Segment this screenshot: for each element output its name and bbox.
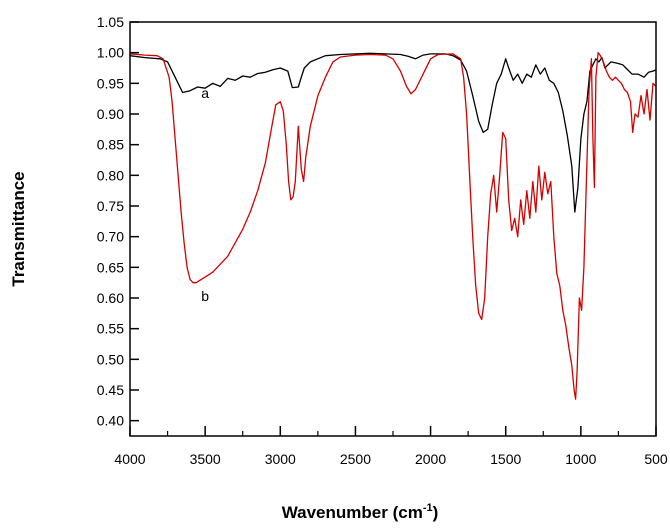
y-tick-label: 0.90 <box>97 106 124 122</box>
x-tick-label: 1500 <box>490 451 521 467</box>
series-label-a: a <box>201 85 209 101</box>
x-tick-label: 3500 <box>190 451 221 467</box>
y-tick-label: 0.55 <box>97 321 124 337</box>
series-labels: ab <box>201 85 209 304</box>
x-axis-title: Wavenumber (cm-1) <box>282 502 439 522</box>
y-axis-title: Transmittance <box>9 171 28 286</box>
plot-frame <box>129 21 657 437</box>
axis-ticks <box>129 21 657 436</box>
x-tick-label: 500 <box>644 451 668 467</box>
y-tick-label: 0.70 <box>97 229 124 245</box>
y-tick-label: 0.60 <box>97 290 124 306</box>
x-axis-title-sup: -1 <box>423 502 433 514</box>
y-tick-label: 0.40 <box>97 413 124 429</box>
y-tick-label: 0.50 <box>97 351 124 367</box>
series-label-b: b <box>201 288 209 304</box>
x-axis-title-close: ) <box>433 503 439 522</box>
x-axis-title-main: Wavenumber (cm <box>282 503 423 522</box>
series-line-b <box>129 52 657 400</box>
y-tick-label: 0.75 <box>97 198 124 214</box>
y-tick-label: 1.05 <box>97 14 124 30</box>
series-lines <box>129 52 657 400</box>
y-tick-label: 0.95 <box>97 75 124 91</box>
axis-tick-labels: 4000 3500 3000 2500 2000 1500 1000 500 1.05 1.00 0… <box>97 14 668 467</box>
y-tick-label: 0.65 <box>97 259 124 275</box>
y-tick-label: 0.80 <box>97 167 124 183</box>
x-tick-label: 1000 <box>565 451 596 467</box>
x-tick-label: 3000 <box>265 451 296 467</box>
x-tick-label: 2000 <box>415 451 446 467</box>
y-tick-label: 1.00 <box>97 45 124 61</box>
y-tick-label: 0.85 <box>97 137 124 153</box>
y-tick-label: 0.45 <box>97 382 124 398</box>
x-tick-label: 4000 <box>114 451 145 467</box>
series-line-a <box>129 52 657 213</box>
x-tick-label: 2500 <box>340 451 371 467</box>
